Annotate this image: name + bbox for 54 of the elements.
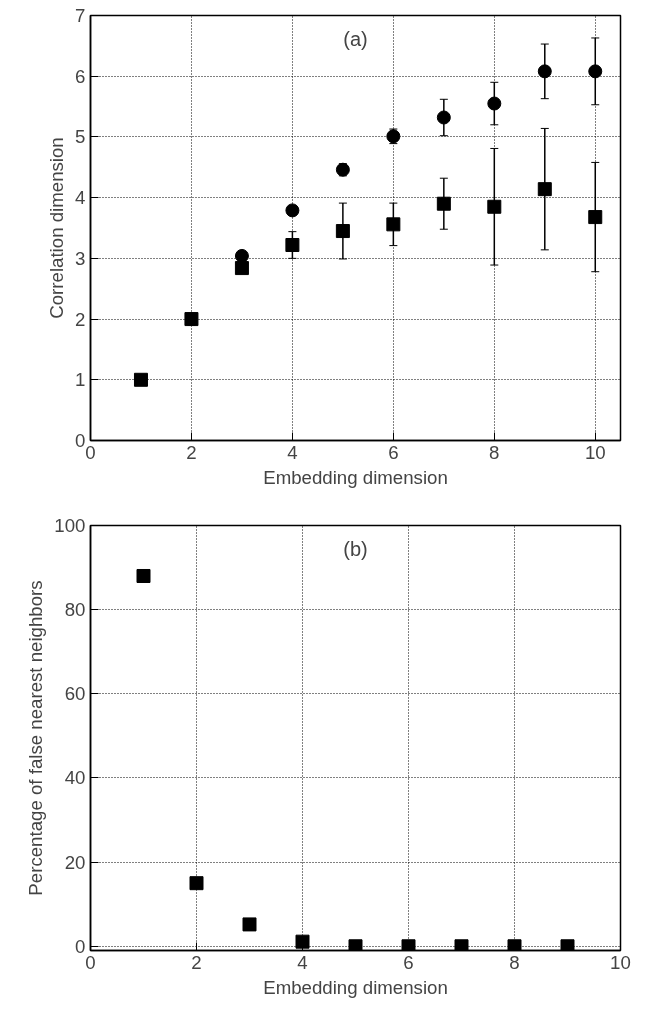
point [184,312,199,327]
x-axis-title: Embedding dimension [263,976,448,998]
x-tick-label: 10 [584,441,606,463]
point [348,939,363,951]
x-tick-label: 4 [297,951,308,973]
point [285,203,300,218]
point [487,199,502,214]
y-tick-label: 4 [75,187,86,209]
y-tick-label: 2 [75,308,86,330]
x-axis-title: Embedding dimension [263,466,448,488]
point [234,248,249,263]
x-tick-label: 6 [388,441,399,463]
y-tick-label: 40 [64,767,86,789]
point [133,372,148,387]
point [234,261,249,276]
y-tick-label: 1 [75,369,86,391]
point [537,64,552,79]
y-tick-label: 0 [75,935,86,957]
point [189,876,204,891]
y-tick-label: 5 [75,126,86,148]
y-tick-label: 100 [54,515,86,536]
x-tick-label: 8 [509,951,520,973]
point [295,934,310,949]
y-tick-label: 80 [64,599,86,621]
point [588,64,603,79]
point [436,110,451,125]
y-tick-label: 60 [64,683,86,705]
y-axis-title: Correlation dimension [46,137,68,319]
annotation: (a) [343,27,368,50]
y-tick-label: 3 [75,247,86,269]
point [242,917,257,932]
y-axis-title: Percentage of false nearest neighbors [25,580,47,896]
x-tick-label: 4 [287,441,298,463]
point [454,939,469,951]
y-tick-label: 7 [75,5,86,26]
y-tick-label: 6 [75,65,86,87]
point [560,939,575,951]
x-tick-label: 2 [191,951,202,973]
point [537,182,552,197]
point [335,224,350,239]
point [487,96,502,111]
point [386,217,401,232]
x-tick-label: 8 [489,441,500,463]
x-tick-label: 10 [610,951,631,973]
point [436,196,451,211]
point [401,939,416,951]
point [285,238,300,252]
x-tick-label: 2 [186,441,197,463]
point [588,210,603,225]
x-tick-label: 6 [403,951,414,973]
annotation: (b) [343,537,368,560]
y-tick-label: 20 [64,851,86,873]
point [136,569,151,583]
point [507,939,522,951]
